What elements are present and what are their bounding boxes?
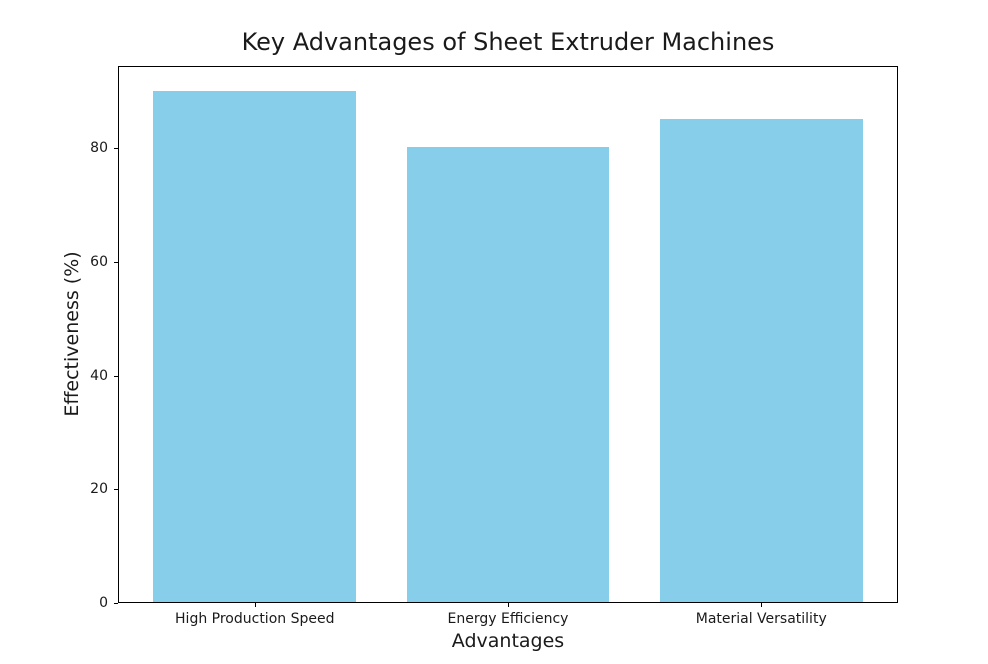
x-tick-label-energy-efficiency: Energy Efficiency [447, 611, 569, 627]
y-tick-label: 0 [99, 595, 108, 611]
plot-area [118, 66, 898, 603]
y-tick-label: 80 [90, 140, 108, 157]
y-tick-mark [114, 262, 118, 264]
x-tick-label-high-production-speed: High Production Speed [175, 611, 335, 627]
bar-energy-efficiency [406, 147, 610, 602]
bar-material-versatility [659, 118, 863, 602]
y-tick-mark [114, 148, 118, 150]
y-tick-label: 40 [90, 367, 108, 384]
x-tick-label-material-versatility: Material Versatility [695, 611, 827, 627]
y-tick-label: 20 [90, 481, 108, 498]
bar-high-production-speed [153, 90, 357, 602]
chart-title: Key Advantages of Sheet Extruder Machine… [241, 28, 775, 56]
x-tick-mark [761, 603, 763, 607]
y-tick-mark [114, 603, 118, 604]
y-tick-mark [114, 375, 118, 377]
y-tick-label: 60 [90, 254, 108, 271]
y-axis-label: Effectiveness (%) [61, 251, 83, 417]
x-axis-label: Advantages [451, 630, 565, 652]
x-tick-mark [508, 603, 509, 607]
y-tick-mark [114, 489, 118, 491]
x-tick-mark [254, 603, 256, 607]
